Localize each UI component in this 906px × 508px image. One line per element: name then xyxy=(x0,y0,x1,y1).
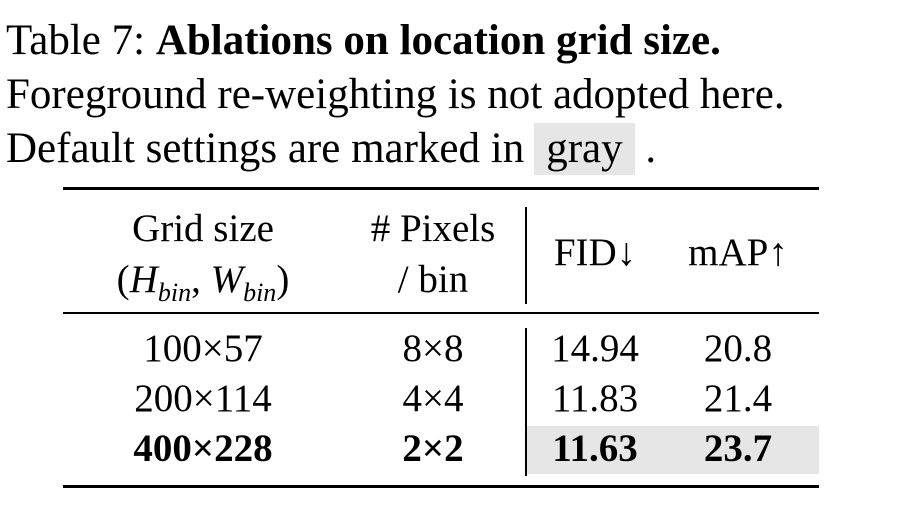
header-math-h: Hbin xyxy=(129,258,192,307)
row1-grid: 100×57 xyxy=(143,327,263,370)
top-rule xyxy=(63,187,819,190)
header-grid-math: (Hbin, Wbin) xyxy=(116,258,290,307)
row3-map: 23.7 xyxy=(703,427,773,470)
header-column-divider xyxy=(525,207,527,304)
row2-fid: 11.83 xyxy=(551,377,639,420)
default-highlight xyxy=(527,426,819,474)
caption-label: Table 7: xyxy=(6,17,146,64)
row1-pixels: 8×8 xyxy=(402,327,464,370)
row3-pixels: 2×2 xyxy=(402,427,464,470)
row3-grid: 400×228 xyxy=(133,427,273,470)
caption-title: Ablations on location grid size. xyxy=(155,17,721,64)
caption-line3-prefix: Default settings are marked in xyxy=(6,125,525,172)
row1-fid: 14.94 xyxy=(551,327,639,370)
row2-map: 21.4 xyxy=(703,377,773,420)
header-pixels-line2: / bin xyxy=(397,258,469,301)
header-grid-size: Grid size xyxy=(132,207,274,250)
row1-map: 20.8 xyxy=(703,327,773,370)
caption-line-2: Foreground re-weighting is not adopted h… xyxy=(6,71,785,118)
body-column-divider xyxy=(525,328,527,476)
row2-pixels: 4×4 xyxy=(402,377,464,420)
header-math-w: Wbin xyxy=(210,258,277,307)
caption-line-1: Table 7: Ablations on location grid size… xyxy=(6,14,902,68)
header-map: mAP↑ xyxy=(688,231,788,274)
row3-fid: 11.63 xyxy=(552,427,638,470)
row2-grid: 200×114 xyxy=(134,377,272,420)
caption-line3-suffix: . xyxy=(645,125,657,172)
gray-marker: gray xyxy=(534,123,635,175)
header-pixels-line1: # Pixels xyxy=(370,207,496,250)
header-fid: FID↓ xyxy=(553,231,637,274)
mid-rule xyxy=(63,312,819,314)
table-caption: Table 7: Ablations on location grid size… xyxy=(6,14,902,176)
bottom-rule xyxy=(63,485,819,488)
caption-line-3: Default settings are marked in gray . xyxy=(6,122,902,176)
